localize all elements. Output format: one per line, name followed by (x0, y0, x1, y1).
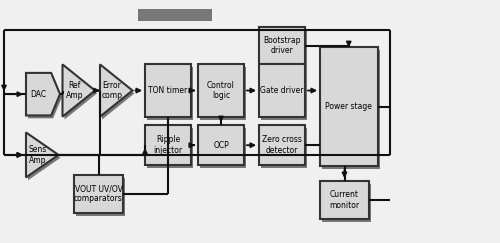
Polygon shape (26, 73, 60, 115)
FancyBboxPatch shape (259, 125, 305, 165)
FancyBboxPatch shape (259, 64, 305, 117)
Polygon shape (28, 135, 60, 180)
Text: Control
logic: Control logic (207, 81, 235, 100)
FancyBboxPatch shape (147, 128, 193, 168)
Text: Ref
Amp: Ref Amp (66, 81, 84, 100)
FancyBboxPatch shape (261, 67, 307, 120)
Polygon shape (102, 67, 134, 120)
FancyBboxPatch shape (198, 125, 244, 165)
Text: Zero cross
detector: Zero cross detector (262, 136, 302, 155)
FancyBboxPatch shape (200, 67, 246, 120)
FancyBboxPatch shape (261, 128, 307, 168)
Polygon shape (62, 64, 95, 117)
Text: Sens
Amp: Sens Amp (29, 145, 47, 165)
FancyBboxPatch shape (320, 181, 369, 219)
Text: Power stage: Power stage (326, 102, 372, 112)
Text: Error
comp: Error comp (102, 81, 122, 100)
FancyBboxPatch shape (198, 64, 244, 117)
Polygon shape (64, 67, 97, 120)
Text: Gate driver: Gate driver (260, 86, 304, 95)
FancyBboxPatch shape (322, 184, 371, 222)
Text: Bootstrap
driver: Bootstrap driver (263, 36, 301, 55)
FancyBboxPatch shape (147, 67, 193, 120)
Text: Ripple
injector: Ripple injector (154, 136, 182, 155)
FancyBboxPatch shape (200, 128, 246, 168)
FancyBboxPatch shape (261, 30, 307, 67)
Polygon shape (100, 64, 132, 117)
FancyBboxPatch shape (322, 50, 380, 169)
Text: DAC: DAC (30, 90, 46, 99)
FancyBboxPatch shape (145, 64, 191, 117)
Text: VOUT UV/OV
comparators: VOUT UV/OV comparators (74, 184, 123, 203)
Text: OCP: OCP (213, 141, 229, 150)
Text: TON timer: TON timer (148, 86, 188, 95)
FancyBboxPatch shape (145, 125, 191, 165)
Polygon shape (26, 132, 58, 177)
Polygon shape (28, 76, 62, 118)
Text: Current
monitor: Current monitor (330, 190, 360, 209)
FancyBboxPatch shape (320, 47, 378, 166)
FancyBboxPatch shape (259, 27, 305, 64)
FancyBboxPatch shape (74, 175, 123, 213)
FancyBboxPatch shape (76, 178, 125, 216)
Bar (138, 9, 212, 21)
